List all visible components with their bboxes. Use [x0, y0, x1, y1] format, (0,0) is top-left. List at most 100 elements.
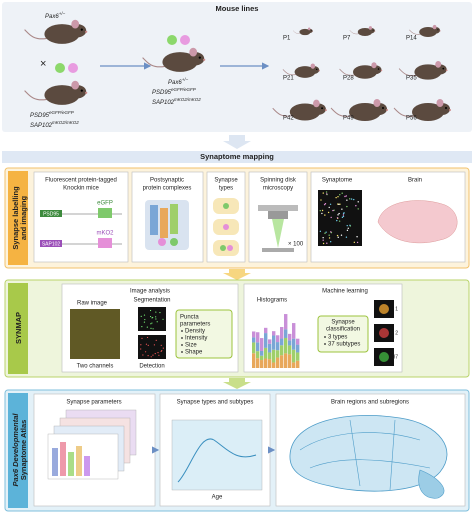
punctum — [357, 201, 359, 203]
punctum — [342, 214, 345, 216]
punctum — [341, 192, 343, 194]
punctum — [322, 242, 325, 245]
label: parameters — [180, 322, 210, 328]
punctum — [146, 336, 149, 339]
histogram-bar — [292, 362, 296, 368]
punctum — [141, 337, 143, 339]
label: Synapse — [331, 320, 355, 326]
arrow — [223, 378, 251, 389]
histogram-bar — [296, 338, 300, 345]
punctum — [339, 194, 341, 196]
list-item: 37 subtypes — [328, 342, 360, 348]
punctum — [146, 326, 148, 328]
punctum — [162, 318, 164, 320]
histogram-bar — [256, 332, 260, 343]
side-label-text: Synaptome Atlas — [19, 420, 28, 481]
genotype: Pax6+/− — [168, 77, 189, 85]
punctum — [340, 234, 343, 236]
fluorophore — [55, 63, 65, 73]
label: microscopy — [263, 186, 293, 192]
punctum — [344, 195, 346, 198]
gene — [40, 240, 62, 247]
punctum — [346, 205, 348, 208]
punctum — [160, 344, 162, 346]
label: Histograms — [257, 298, 287, 304]
bullet — [181, 330, 183, 332]
histogram-bar — [292, 323, 296, 339]
age-grid: P1 P7 P14 P21 P28 P35 P42 P49 P56 — [272, 24, 452, 122]
age-label: P42 — [283, 116, 294, 122]
histogram-bar — [296, 360, 300, 368]
punctum — [322, 239, 324, 241]
histogram-bar — [260, 355, 264, 361]
punctum — [343, 212, 345, 214]
punctum — [328, 237, 331, 239]
punctum — [140, 344, 142, 346]
example-label: 37 — [392, 354, 398, 360]
punctum — [329, 241, 332, 243]
punctum — [330, 216, 332, 219]
list-item: Intensity — [185, 336, 207, 342]
punctum — [345, 195, 347, 197]
label: × 100 — [288, 242, 304, 248]
punctum — [321, 212, 323, 215]
punctum — [319, 230, 322, 233]
histogram-bar — [284, 337, 288, 354]
punctum — [326, 193, 328, 195]
punctum — [161, 349, 163, 352]
classification-box — [317, 315, 369, 353]
punctum — [162, 347, 164, 349]
cross: × — [40, 58, 46, 70]
histogram-bar — [276, 335, 280, 343]
mapping-band — [2, 151, 472, 163]
punctum — [150, 323, 152, 325]
side-label-text: SYNMAP — [14, 312, 23, 344]
punctum — [328, 206, 330, 209]
punctum — [153, 344, 155, 346]
punctum — [150, 356, 152, 358]
punctum — [158, 354, 160, 356]
punctum — [337, 214, 339, 216]
punctum — [330, 231, 332, 233]
brain-atlas — [289, 415, 448, 499]
punctum — [322, 237, 324, 239]
age-label: P21 — [283, 76, 294, 82]
histogram-bar — [276, 357, 280, 368]
punctum — [347, 227, 349, 229]
side-label-text: Pax6 Developmental — [11, 413, 20, 487]
label: Spinning disk — [260, 178, 297, 184]
label: Image analysis — [130, 289, 170, 295]
punctum — [159, 311, 161, 314]
example-label: 2 — [395, 330, 398, 336]
punctum — [144, 351, 147, 353]
histogram-bar — [296, 344, 300, 353]
label: protein complexes — [143, 186, 192, 192]
label: Machine learning — [322, 289, 368, 295]
histogram-bar — [260, 350, 264, 356]
histogram-bar — [288, 340, 292, 346]
histogram-bar — [268, 339, 272, 344]
punctum — [145, 343, 148, 345]
punctum — [329, 203, 332, 206]
genotype: PSD95eGFP/eGFP — [30, 110, 74, 118]
label: Synapse parameters — [66, 400, 121, 406]
punctum — [349, 224, 351, 226]
mouse-lines-panel — [2, 2, 472, 132]
punctum — [144, 318, 146, 321]
histogram-bar — [264, 358, 268, 368]
punctum — [324, 214, 326, 216]
punctum — [155, 311, 157, 313]
punctum — [337, 195, 339, 198]
age-label: P1 — [283, 36, 291, 42]
list-item: Shape — [185, 350, 203, 356]
label: Detection — [139, 364, 164, 370]
histogram-bar — [268, 359, 272, 368]
histogram-bar — [252, 342, 256, 354]
histogram-illustration — [252, 314, 300, 368]
list-item: Size — [185, 343, 197, 349]
histogram-bar — [264, 347, 268, 359]
label: Fluorescent protein-tagged — [45, 178, 117, 184]
histogram-bar — [252, 337, 256, 343]
label: Brain regions and subregions — [331, 400, 409, 406]
punctum — [157, 352, 159, 354]
